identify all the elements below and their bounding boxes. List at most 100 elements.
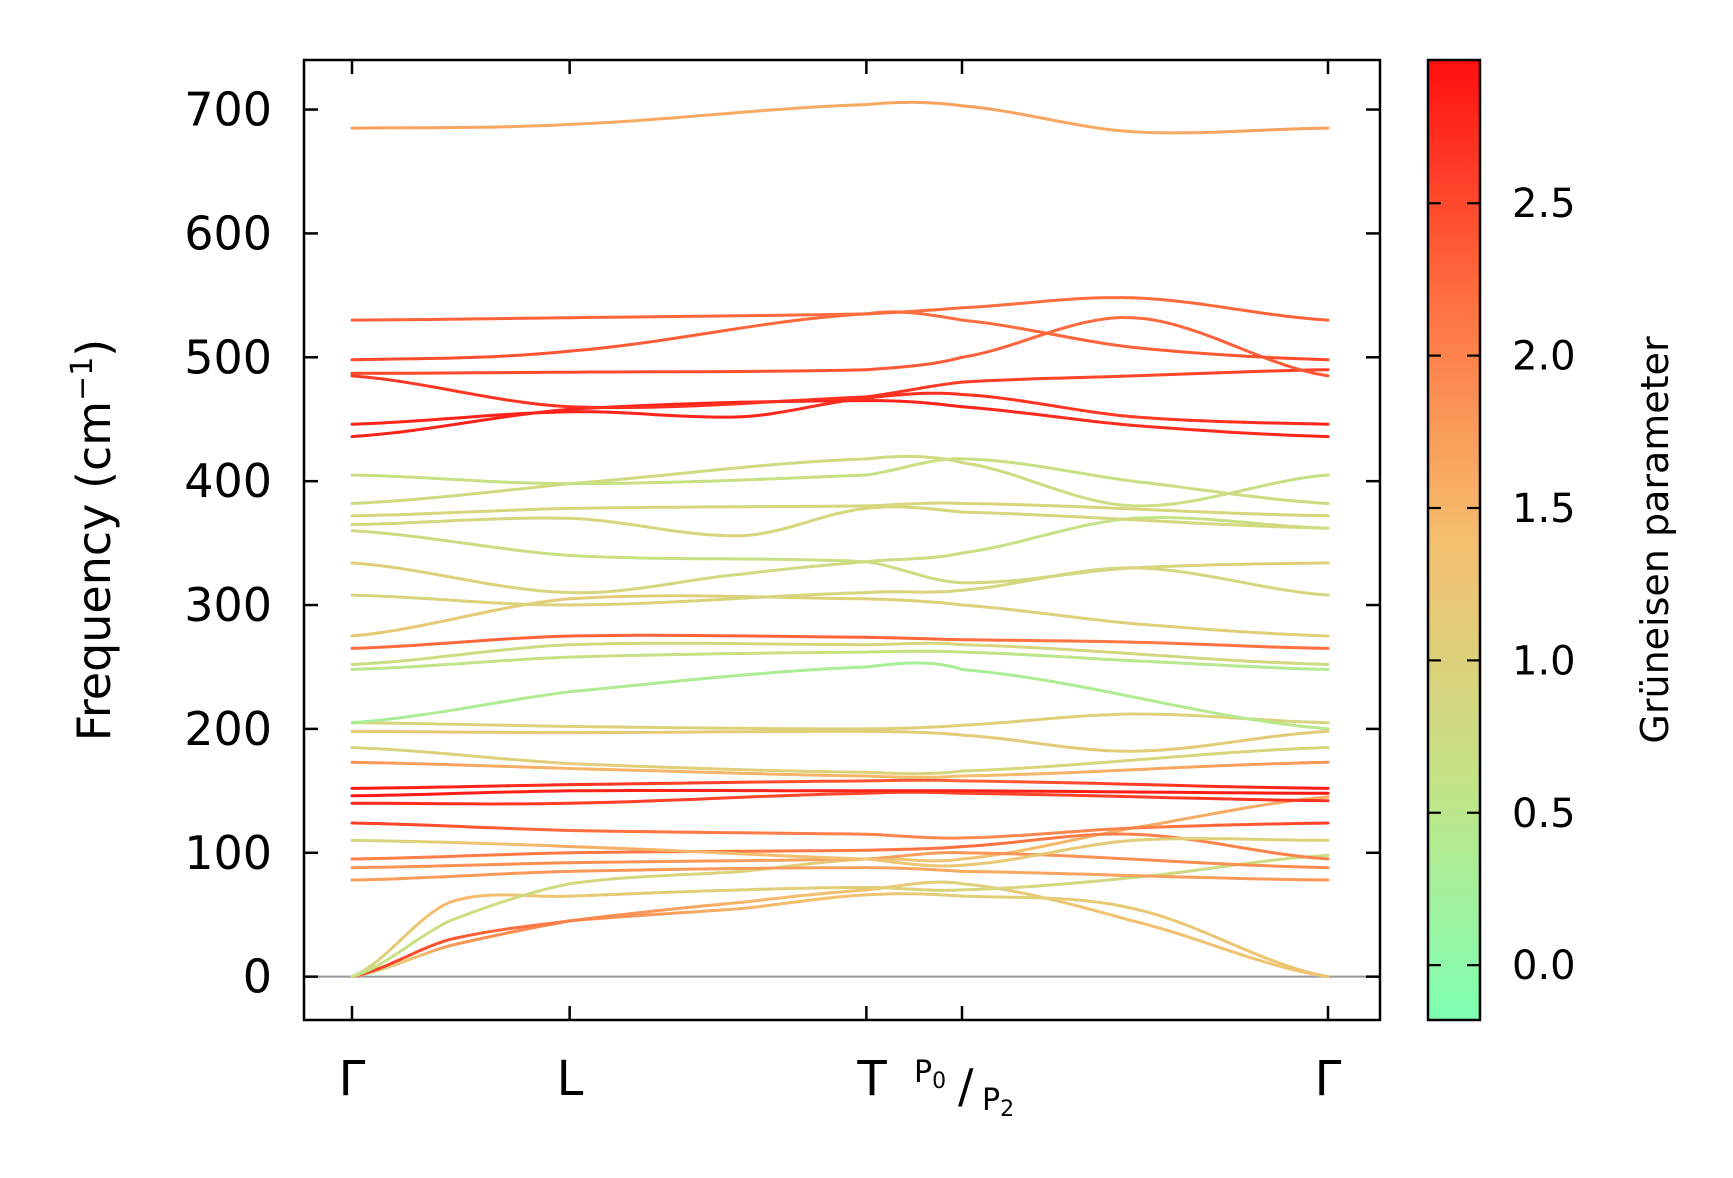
band-segment (1033, 851, 1049, 857)
band-segment (1256, 958, 1274, 966)
band-segment (1082, 616, 1098, 622)
band-segment (1248, 863, 1278, 868)
band-segment (428, 663, 447, 668)
band-segment (984, 545, 1001, 551)
band-segment (1009, 397, 1025, 403)
band-segment (984, 347, 1001, 354)
band-segment (801, 855, 826, 859)
band-segment (716, 771, 741, 775)
band-segment (1058, 897, 1074, 901)
band-segment (1021, 884, 1037, 889)
band-segment (1201, 866, 1218, 871)
band-segment (1143, 766, 1173, 771)
band-segment (1131, 838, 1149, 842)
band-segment (654, 413, 670, 417)
path-labels: Γ L T P0 / P2 Γ (339, 1051, 1342, 1122)
band-segment (1033, 401, 1049, 407)
band-segment (1094, 499, 1110, 505)
band-segment (552, 766, 572, 770)
band-segment (997, 736, 1013, 742)
band-segment (984, 842, 1001, 847)
band-segment (506, 646, 525, 651)
band-segment (972, 304, 988, 309)
band-segment (568, 121, 593, 126)
band-segment (1070, 492, 1086, 500)
band-segment (459, 854, 478, 858)
band-segment (1012, 645, 1042, 650)
band-segment (1284, 719, 1302, 724)
band-segment (1215, 663, 1232, 668)
band-segment (666, 911, 683, 916)
band-segment (1173, 625, 1191, 630)
band-segment (758, 107, 784, 113)
band-segment (1187, 626, 1204, 631)
band-segment (1201, 930, 1218, 939)
band-segment (1091, 768, 1121, 774)
band-segment (1159, 567, 1177, 573)
band-segment (654, 890, 670, 895)
band-line (350, 516, 1330, 595)
band-segment (474, 841, 494, 846)
band-segment (695, 403, 720, 408)
band-segment (691, 909, 707, 914)
band-segment (960, 549, 976, 555)
band-segment (1131, 316, 1149, 321)
band-segment (1248, 512, 1278, 517)
band-segment (1070, 524, 1086, 530)
band-segment (1312, 634, 1330, 638)
band-segment (843, 368, 868, 372)
band-segment (1058, 881, 1074, 886)
band-segment (1106, 712, 1123, 717)
band-segment (652, 653, 678, 657)
band-segment (617, 914, 633, 919)
band-segment (1117, 692, 1147, 701)
band-segment (716, 466, 741, 472)
band-segment (443, 662, 463, 667)
y-tick-label: 200 (184, 702, 272, 756)
band-segment (780, 793, 805, 798)
band-segment (459, 599, 478, 604)
band-segment (652, 402, 678, 407)
band-segment (1033, 741, 1049, 747)
band-segment (1033, 653, 1049, 658)
band-segment (589, 845, 614, 850)
band-segment (506, 765, 525, 769)
band-segment (552, 761, 572, 766)
band-segment (737, 672, 762, 677)
band-segment (1270, 959, 1288, 967)
band-line (350, 316, 1330, 378)
band-segment (960, 723, 976, 727)
path-label-t: T (856, 1051, 887, 1107)
band-segment (456, 912, 469, 920)
band-segment (1094, 340, 1110, 346)
band-segment (474, 580, 494, 586)
band-segment (642, 584, 658, 590)
band-segment (631, 403, 656, 408)
band-segment (617, 411, 633, 415)
band-segment (1021, 718, 1037, 723)
band-segment (1082, 472, 1098, 478)
band-segment (610, 476, 635, 482)
band-segment (1145, 373, 1163, 377)
band-segment (381, 747, 401, 752)
p0-sub: 0 (932, 1069, 946, 1094)
band-segment (366, 562, 385, 568)
band-segment (610, 594, 635, 599)
band-segment (1215, 809, 1232, 815)
band-segment (610, 602, 635, 606)
band-segment (465, 909, 477, 916)
band-segment (1117, 506, 1147, 511)
band-segment (1284, 364, 1302, 372)
band-segment (1038, 646, 1069, 651)
band-segment (1045, 896, 1062, 901)
band-segment (1009, 460, 1025, 466)
band-segment (1159, 747, 1177, 752)
band-segment (728, 900, 744, 905)
band-segment (1009, 539, 1025, 546)
band-segment (490, 354, 509, 359)
band-segment (474, 659, 494, 664)
band-segment (1169, 783, 1199, 788)
band-segment (1131, 423, 1149, 428)
band-segment (1091, 759, 1121, 765)
band-segment (674, 114, 699, 120)
